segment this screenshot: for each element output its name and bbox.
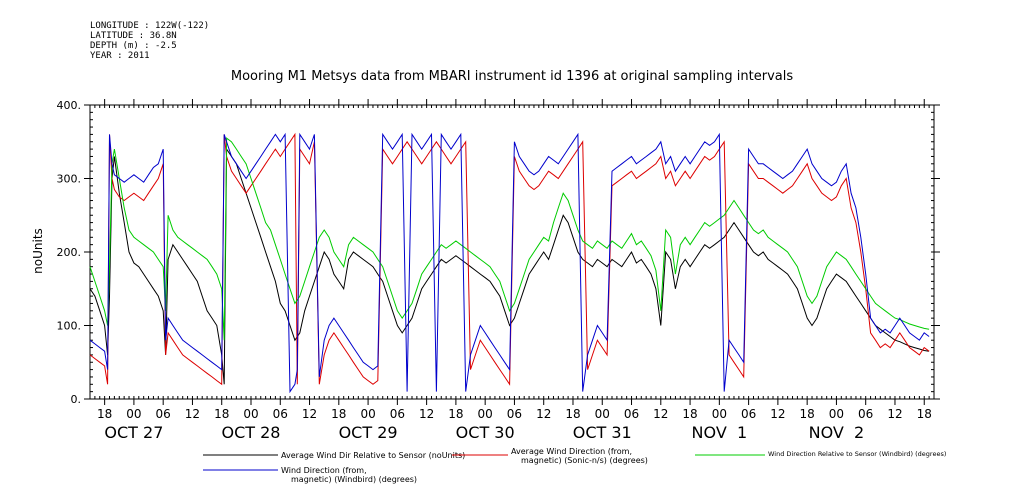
- x-tick-label: 00: [712, 407, 727, 421]
- x-tick-label: 12: [653, 407, 668, 421]
- x-tick-label: 18: [214, 407, 229, 421]
- x-tick-label: 12: [185, 407, 200, 421]
- day-label: NOV 1: [692, 423, 748, 442]
- y-axis-label: noUnits: [31, 228, 45, 274]
- x-tick-label: 00: [243, 407, 258, 421]
- y-tick-label: 0.: [71, 393, 82, 406]
- x-tick-label: 18: [917, 407, 932, 421]
- x-tick-label: 18: [565, 407, 580, 421]
- x-tick-label: 18: [331, 407, 346, 421]
- day-label: OCT 30: [456, 423, 515, 442]
- series-line-4: [89, 132, 930, 394]
- legend-label-4: Wind Direction (from, magnetic) (Windbird…: [281, 466, 417, 484]
- series-line-2: [89, 132, 930, 386]
- x-tick-label: 12: [770, 407, 785, 421]
- x-tick-label: 18: [97, 407, 112, 421]
- x-tick-label: 00: [829, 407, 844, 421]
- day-label: NOV 2: [809, 423, 865, 442]
- legend: Average Wind Dir Relative to Sensor (noU…: [203, 447, 946, 484]
- depth-line: DEPTH (m) : -2.5: [90, 41, 177, 51]
- x-tick-label: 00: [360, 407, 375, 421]
- x-tick-label: 06: [273, 407, 288, 421]
- y-tick-label: 200.: [57, 246, 82, 259]
- x-tick-label: 06: [507, 407, 522, 421]
- day-label: OCT 31: [573, 423, 632, 442]
- day-label: OCT 28: [222, 423, 281, 442]
- x-tick-label: 18: [448, 407, 463, 421]
- x-tick-label: 00: [126, 407, 141, 421]
- year-line: YEAR : 2011: [90, 51, 150, 61]
- legend-label-3: Wind Direction Relative to Sensor (Windb…: [768, 450, 946, 458]
- x-tick-label: 06: [156, 407, 171, 421]
- latitude-line: LATITUDE : 36.8N: [90, 31, 177, 41]
- x-tick-label: 12: [302, 407, 317, 421]
- x-tick-label: 06: [390, 407, 405, 421]
- day-label: OCT 27: [104, 423, 163, 442]
- y-tick-label: 300.: [57, 173, 82, 186]
- chart-title: Mooring M1 Metsys data from MBARI instru…: [231, 69, 793, 84]
- y-tick-label: 400.: [57, 99, 82, 112]
- legend-label-2: Average Wind Direction (from, magnetic) (…: [511, 447, 648, 465]
- longitude-line: LONGITUDE : 122W(-122): [90, 21, 210, 31]
- x-tick-label: 18: [800, 407, 815, 421]
- x-tick-label: 12: [536, 407, 551, 421]
- x-tick-label: 18: [682, 407, 697, 421]
- x-tick-label: 12: [887, 407, 902, 421]
- x-tick-label: 06: [624, 407, 639, 421]
- legend-label-1: Average Wind Dir Relative to Sensor (noU…: [281, 451, 465, 460]
- x-tick-label: 06: [858, 407, 873, 421]
- series-line-3: [89, 137, 930, 341]
- x-tick-label: 00: [595, 407, 610, 421]
- series-group: [89, 132, 930, 394]
- y-tick-label: 100.: [57, 320, 82, 333]
- x-tick-label: 00: [478, 407, 493, 421]
- x-tick-label: 12: [419, 407, 434, 421]
- day-label: OCT 29: [339, 423, 398, 442]
- metadata-block: LONGITUDE : 122W(-122) LATITUDE : 36.8N …: [90, 21, 209, 61]
- series-line-1: [89, 147, 930, 385]
- x-tick-label: 06: [741, 407, 756, 421]
- x-axis: 18 00 06 12 18 00 06 12 18 00 06 12 18 00 06 12 18 00 06 12…: [89, 99, 935, 442]
